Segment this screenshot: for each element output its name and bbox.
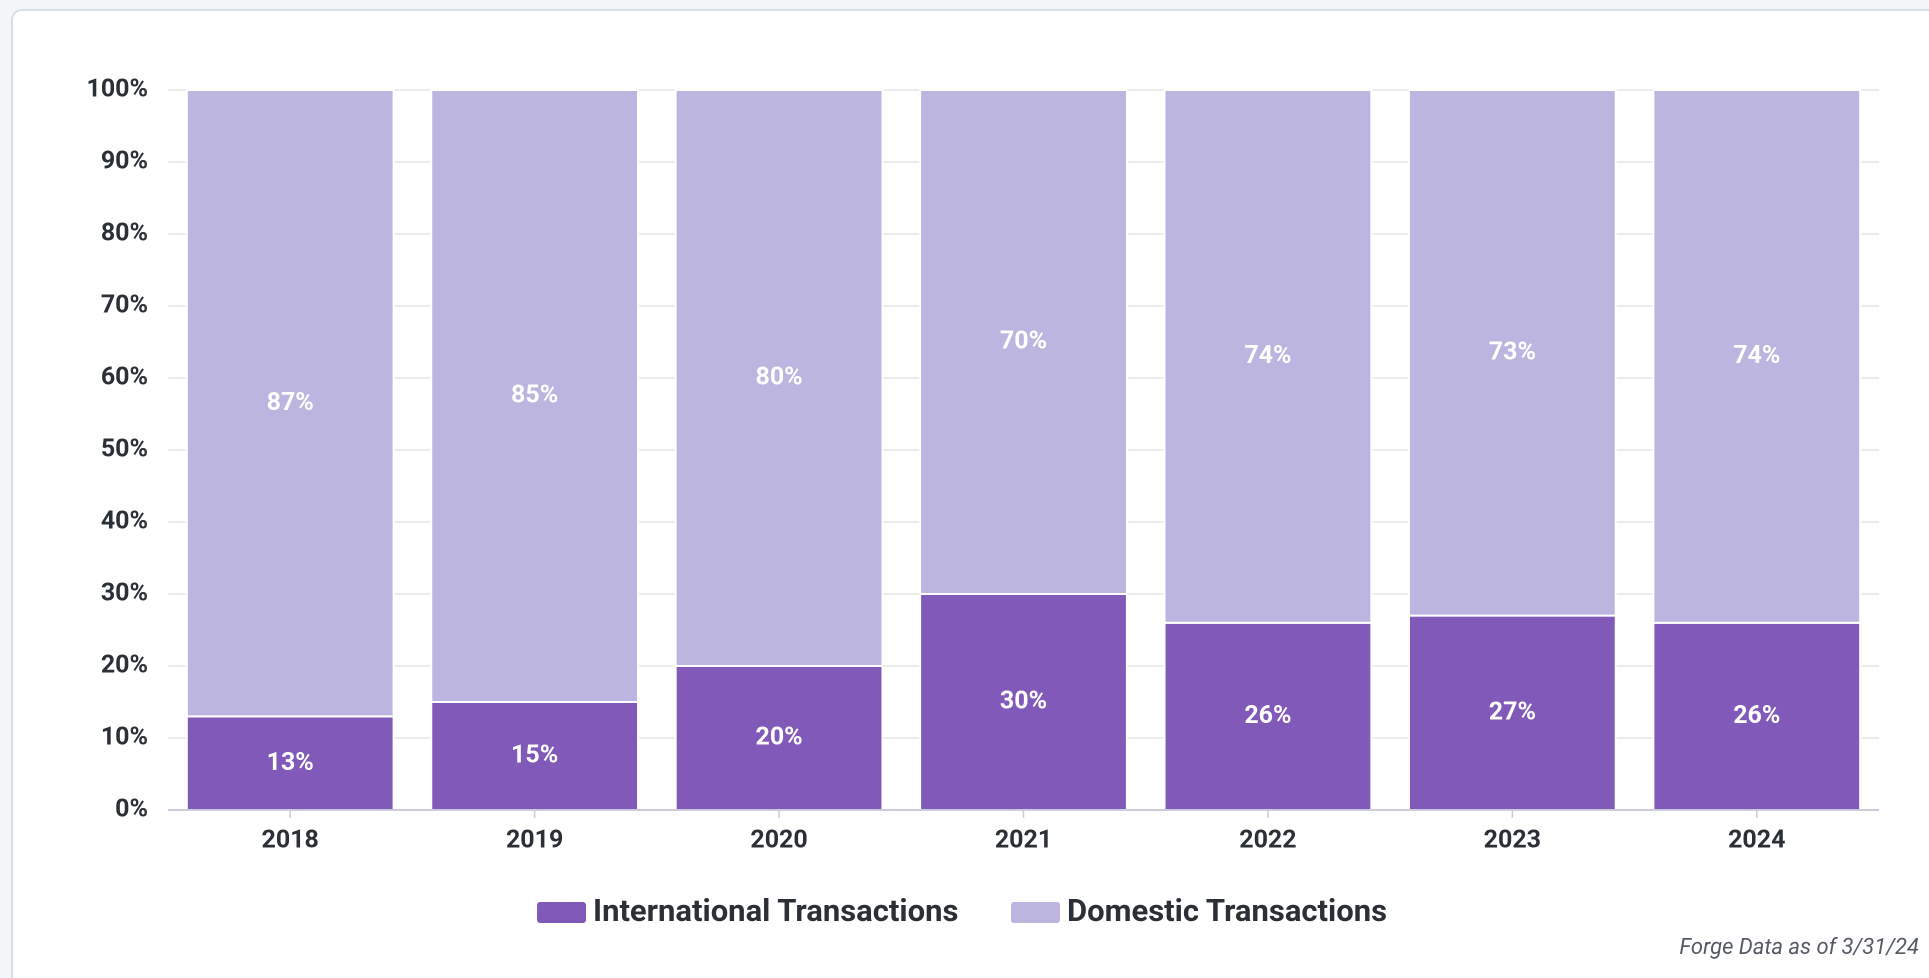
legend-swatch	[1011, 902, 1060, 923]
bar-segment	[1652, 89, 1862, 624]
y-tick-label: 50%	[101, 435, 148, 464]
x-tick-label: 2018	[262, 826, 319, 855]
y-tick-label: 10%	[101, 723, 148, 752]
y-tick-label: 40%	[101, 507, 148, 536]
data-label: 70%	[1000, 327, 1047, 356]
data-label: 13%	[267, 748, 314, 777]
x-tick-label: 2024	[1728, 826, 1785, 855]
y-tick-label: 80%	[101, 219, 148, 248]
y-tick-label: 100%	[86, 75, 148, 104]
y-tick-label: 30%	[101, 579, 148, 608]
bar-segment	[1652, 621, 1862, 811]
data-label: 80%	[755, 363, 802, 392]
data-label: 20%	[755, 723, 802, 752]
bar-segment	[430, 89, 640, 703]
y-tick-label: 20%	[101, 651, 148, 680]
x-tick-label: 2019	[506, 826, 563, 855]
data-label: 27%	[1489, 697, 1536, 726]
bar-segment	[1163, 89, 1373, 624]
x-tick-label: 2023	[1484, 826, 1541, 855]
y-tick-label: 90%	[101, 147, 148, 176]
y-tick-label: 60%	[101, 363, 148, 392]
x-tick-label: 2020	[750, 826, 807, 855]
data-label: 74%	[1244, 341, 1291, 370]
bar-segment	[185, 89, 395, 718]
x-tick-label: 2021	[995, 826, 1052, 855]
x-tick-label: 2022	[1239, 826, 1296, 855]
y-tick-label: 0%	[115, 795, 148, 824]
bar-segment	[919, 89, 1128, 595]
legend-label: International Transactions	[593, 892, 958, 929]
data-label: 26%	[1244, 701, 1291, 730]
data-label: 87%	[267, 388, 314, 417]
footnote: Forge Data as of 3/31/24	[1679, 935, 1919, 960]
bar-segment	[1407, 89, 1617, 617]
data-label: 74%	[1733, 341, 1780, 370]
data-label: 73%	[1489, 337, 1536, 366]
legend-label: Domestic Transactions	[1067, 892, 1387, 929]
data-label: 26%	[1733, 701, 1780, 730]
y-tick-label: 70%	[101, 291, 148, 320]
bar-segment	[1163, 621, 1373, 811]
bar-segment	[185, 715, 395, 812]
data-label: 15%	[511, 741, 558, 770]
bar-segment	[1407, 614, 1617, 811]
legend-swatch	[537, 902, 586, 923]
bar-segment	[919, 593, 1128, 811]
data-label: 85%	[511, 381, 558, 410]
data-label: 30%	[1000, 687, 1047, 716]
bar-segment	[430, 701, 640, 811]
bar-segment	[674, 89, 884, 667]
